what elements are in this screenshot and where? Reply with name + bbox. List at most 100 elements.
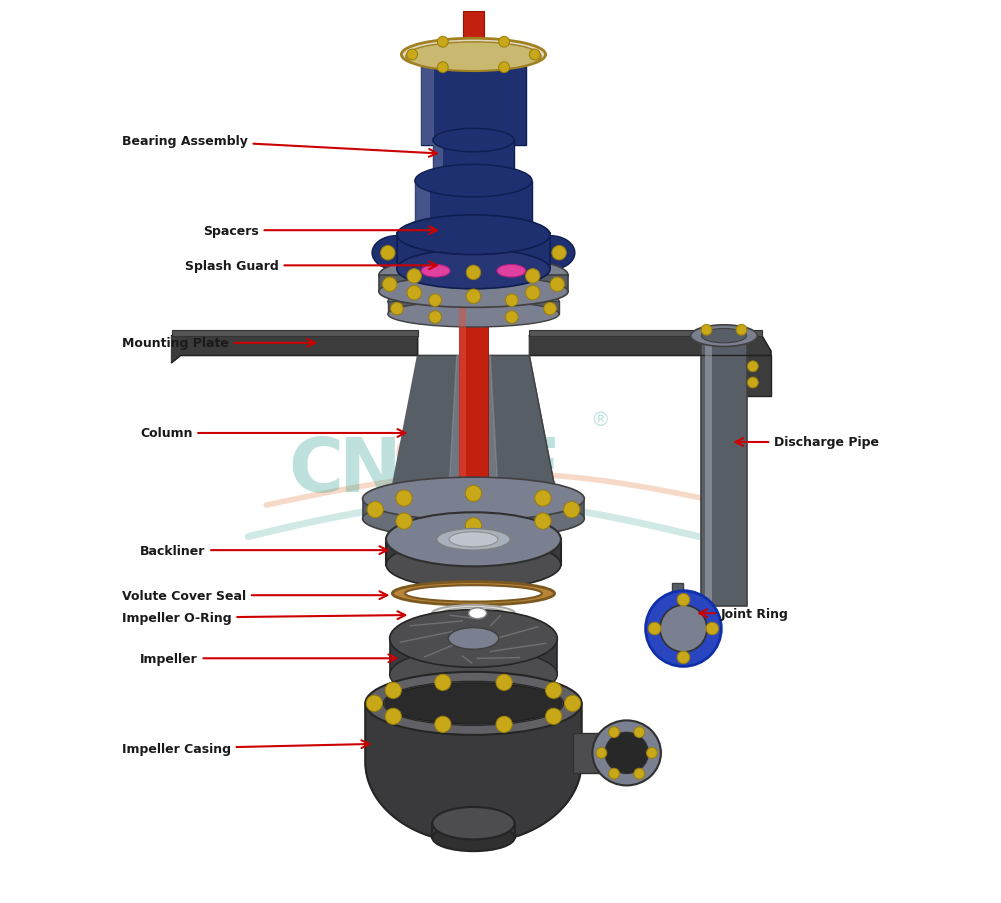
Text: N: N — [338, 435, 401, 507]
Text: Mounting Plate: Mounting Plate — [122, 337, 315, 350]
Bar — [673, 584, 683, 628]
Text: ®: ® — [591, 411, 611, 430]
Bar — [421, 57, 526, 145]
Circle shape — [385, 709, 401, 724]
Ellipse shape — [468, 608, 486, 619]
Circle shape — [530, 50, 541, 61]
Ellipse shape — [365, 672, 582, 735]
Ellipse shape — [378, 276, 569, 308]
Ellipse shape — [421, 42, 526, 71]
Ellipse shape — [593, 721, 661, 786]
Text: Backliner: Backliner — [140, 544, 387, 557]
Polygon shape — [171, 336, 417, 363]
Circle shape — [428, 294, 441, 307]
Circle shape — [701, 325, 712, 336]
Text: Column: Column — [140, 427, 405, 440]
Circle shape — [748, 361, 758, 372]
Circle shape — [395, 490, 412, 507]
Ellipse shape — [392, 582, 555, 605]
Bar — [378, 276, 569, 293]
Circle shape — [407, 286, 421, 301]
Circle shape — [380, 247, 395, 261]
Circle shape — [498, 37, 510, 48]
Circle shape — [649, 622, 661, 635]
Text: C: C — [288, 435, 343, 507]
Bar — [386, 540, 561, 565]
Circle shape — [748, 377, 758, 388]
Circle shape — [465, 518, 481, 535]
Polygon shape — [365, 703, 582, 843]
Circle shape — [609, 727, 620, 738]
Ellipse shape — [646, 591, 722, 666]
Bar — [573, 733, 607, 773]
Ellipse shape — [441, 608, 506, 619]
Ellipse shape — [386, 513, 561, 567]
Ellipse shape — [383, 682, 564, 726]
Circle shape — [535, 514, 551, 529]
Ellipse shape — [405, 42, 542, 71]
Ellipse shape — [396, 250, 551, 290]
Ellipse shape — [389, 610, 558, 667]
Ellipse shape — [421, 265, 450, 278]
Circle shape — [465, 486, 481, 502]
Circle shape — [506, 312, 519, 324]
Ellipse shape — [605, 732, 649, 774]
Circle shape — [526, 269, 540, 284]
Text: Impeller O-Ring: Impeller O-Ring — [122, 611, 405, 625]
Bar — [459, 46, 487, 721]
Text: Impeller Casing: Impeller Casing — [122, 740, 369, 755]
Ellipse shape — [436, 529, 511, 551]
Ellipse shape — [660, 605, 707, 652]
Text: Joint Ring: Joint Ring — [700, 607, 789, 620]
Circle shape — [437, 62, 448, 73]
Circle shape — [367, 502, 383, 518]
Ellipse shape — [372, 237, 421, 271]
Circle shape — [395, 514, 412, 529]
Ellipse shape — [362, 478, 585, 521]
Circle shape — [406, 50, 417, 61]
Circle shape — [535, 490, 551, 507]
Bar — [171, 330, 417, 336]
Circle shape — [434, 716, 450, 732]
Circle shape — [498, 62, 510, 73]
Circle shape — [551, 278, 565, 293]
Polygon shape — [447, 356, 499, 510]
Ellipse shape — [362, 499, 585, 539]
Circle shape — [382, 278, 396, 293]
Circle shape — [466, 290, 480, 304]
Bar — [702, 336, 747, 606]
Circle shape — [565, 695, 581, 712]
Ellipse shape — [401, 39, 546, 71]
Polygon shape — [387, 356, 560, 510]
Circle shape — [634, 768, 645, 779]
Ellipse shape — [432, 824, 515, 852]
Bar — [432, 141, 443, 191]
Ellipse shape — [448, 628, 498, 649]
Circle shape — [546, 683, 562, 699]
Circle shape — [546, 709, 562, 724]
Ellipse shape — [389, 649, 558, 701]
Bar — [387, 303, 560, 314]
Polygon shape — [530, 336, 771, 356]
Bar — [414, 182, 533, 236]
Ellipse shape — [378, 256, 569, 296]
Text: M: M — [441, 435, 517, 507]
Text: Discharge Pipe: Discharge Pipe — [736, 436, 879, 449]
Ellipse shape — [432, 129, 515, 153]
Text: Splash Guard: Splash Guard — [185, 259, 436, 273]
Ellipse shape — [405, 585, 542, 602]
Circle shape — [544, 303, 557, 315]
Text: Volute Cover Seal: Volute Cover Seal — [122, 589, 387, 602]
Circle shape — [552, 247, 567, 261]
Circle shape — [366, 695, 382, 712]
Ellipse shape — [396, 216, 551, 256]
Circle shape — [390, 303, 403, 315]
Circle shape — [385, 683, 401, 699]
Ellipse shape — [449, 532, 497, 547]
Bar — [414, 182, 429, 236]
Circle shape — [437, 37, 448, 48]
Bar — [744, 356, 771, 396]
Circle shape — [495, 716, 513, 732]
Bar — [396, 234, 551, 270]
Circle shape — [634, 727, 645, 738]
